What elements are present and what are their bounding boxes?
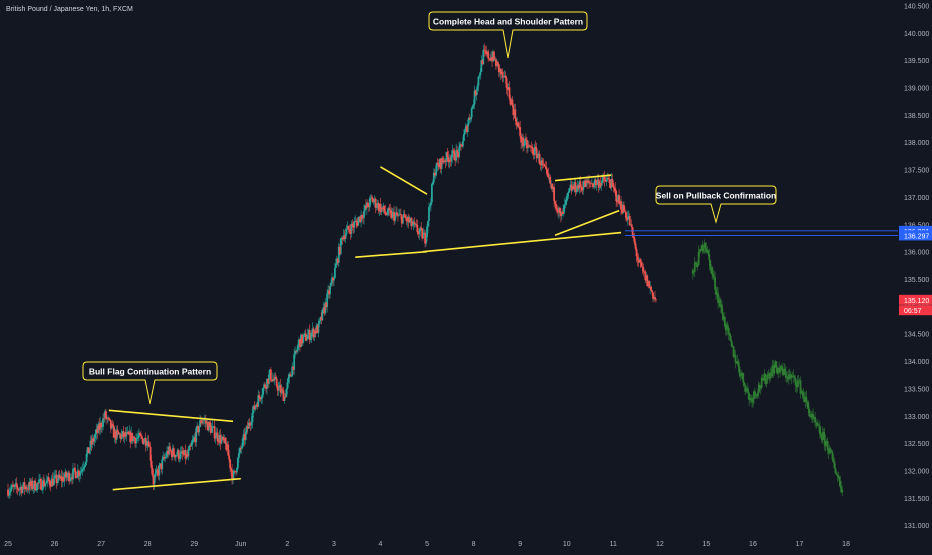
candle-bodies-down xyxy=(7,49,657,496)
callout-text: Sell on Pullback Confirmation xyxy=(656,191,776,201)
price-tick-label: 134.000 xyxy=(904,359,929,366)
price-tick-label: 131.000 xyxy=(904,523,929,530)
pattern-line[interactable] xyxy=(112,477,241,491)
price-tick-label: 139.000 xyxy=(904,86,929,93)
price-tick-label: 136.000 xyxy=(904,250,929,257)
time-tick-label: 5 xyxy=(425,541,429,548)
time-tick-label: Jun xyxy=(235,541,246,548)
candle-wicks-down xyxy=(7,43,657,498)
time-tick-label: 15 xyxy=(703,541,711,548)
price-tick-label: 136.500 xyxy=(904,222,929,229)
time-tick-label: 26 xyxy=(51,541,59,548)
price-label-text: 136.297 xyxy=(904,233,929,240)
price-axis-bg xyxy=(898,0,932,550)
time-tick-label: 27 xyxy=(97,541,105,548)
pattern-lines[interactable] xyxy=(108,166,622,491)
sell-pullback-callout[interactable]: Sell on Pullback Confirmation xyxy=(655,185,777,224)
callouts[interactable]: Bull Flag Continuation Pattern Complete H… xyxy=(82,11,777,405)
price-tick-label: 138.500 xyxy=(904,113,929,120)
price-tick-label: 137.500 xyxy=(904,168,929,175)
price-tick-label: 132.000 xyxy=(904,469,929,476)
pattern-line[interactable] xyxy=(423,231,622,253)
price-tick-label: 131.500 xyxy=(904,496,929,503)
bull-flag-callout[interactable]: Bull Flag Continuation Pattern xyxy=(82,361,218,405)
time-tick-label: 4 xyxy=(379,541,383,548)
time-tick-label: 3 xyxy=(332,541,336,548)
time-tick-label: 8 xyxy=(472,541,476,548)
price-tick-label: 133.500 xyxy=(904,386,929,393)
callout-text: Complete Head and Shoulder Pattern xyxy=(433,17,583,27)
price-tick-label: 132.500 xyxy=(904,441,929,448)
price-label-text: 135.120 xyxy=(904,298,929,305)
candle-bodies-up xyxy=(8,49,655,496)
up-candles xyxy=(8,44,655,500)
time-tick-label: 18 xyxy=(842,541,850,548)
price-axis[interactable]: 140.500 140.000 139.500 139.000 138.500 138.0… xyxy=(898,0,932,550)
price-tick-label: 138.000 xyxy=(904,140,929,147)
time-tick-label: 12 xyxy=(656,541,664,548)
price-tick-label: 139.500 xyxy=(904,58,929,65)
price-label-tag xyxy=(899,294,932,305)
pattern-line[interactable] xyxy=(554,209,620,237)
callout-box xyxy=(82,361,218,405)
time-tick-label: 28 xyxy=(144,541,152,548)
pattern-line[interactable] xyxy=(380,166,428,195)
price-tick-label: 133.000 xyxy=(904,414,929,421)
pattern-line[interactable] xyxy=(555,174,612,182)
symbol-title: British Pound / Japanese Yen, 1h, FXCM xyxy=(6,6,133,13)
time-tick-label: 16 xyxy=(749,541,757,548)
price-tick-label: 140.500 xyxy=(904,3,929,10)
down-candles xyxy=(7,43,657,498)
time-tick-label: 29 xyxy=(190,541,198,548)
pattern-line[interactable] xyxy=(108,409,234,423)
callout-box xyxy=(655,185,777,224)
price-tick-label: 140.000 xyxy=(904,31,929,38)
time-tick-label: 17 xyxy=(796,541,804,548)
price-tick-label: 134.500 xyxy=(904,332,929,339)
time-tick-label: 25 xyxy=(4,541,12,548)
time-tick-label: 11 xyxy=(610,541,617,548)
price-label-tag xyxy=(899,230,932,241)
candle-wicks-up xyxy=(8,44,655,500)
projection-candles xyxy=(691,239,844,497)
time-tick-label: 2 xyxy=(285,541,289,548)
callout-text: Bull Flag Continuation Pattern xyxy=(89,367,211,377)
price-tick-label: 135.500 xyxy=(904,277,929,284)
price-label-tag xyxy=(899,305,932,316)
time-axis[interactable]: 25 26 27 28 29 Jun 2 3 4 5 8 9 10 11 12 15 16 17 18 xyxy=(4,541,850,548)
candle-bodies-down xyxy=(692,243,843,493)
time-tick-label: 10 xyxy=(563,541,571,548)
price-tick-label: 137.000 xyxy=(904,195,929,202)
pattern-line[interactable] xyxy=(355,250,428,258)
head-shoulders-callout[interactable]: Complete Head and Shoulder Pattern xyxy=(428,11,588,59)
time-tick-label: 9 xyxy=(518,541,522,548)
price-levels[interactable] xyxy=(624,230,898,236)
callout-box xyxy=(428,11,588,59)
price-label-text: 06:57 xyxy=(904,308,922,315)
